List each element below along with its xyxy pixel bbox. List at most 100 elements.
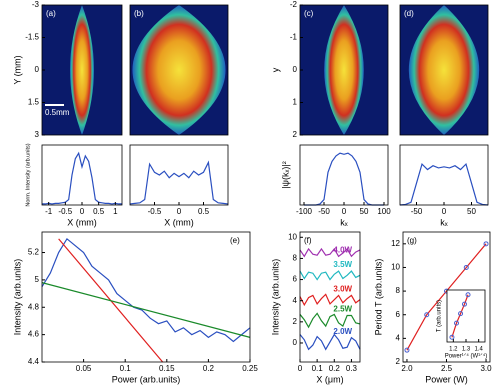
data-point — [458, 311, 464, 317]
panel-label: (b) — [134, 9, 144, 18]
y-tick-label: 0 — [35, 65, 40, 74]
x-tick-label: 0.5 — [198, 207, 210, 216]
data-point — [454, 320, 459, 326]
y-axis-label: y — [270, 67, 280, 72]
y-tick-label: -3 — [32, 0, 40, 9]
y-tick-label: 2 — [396, 357, 401, 366]
y-axis-label: Intensity (arb.units) — [270, 259, 280, 336]
y-axis-label: T (arb.units) — [437, 300, 443, 332]
y-tick-label: 4.4 — [28, 357, 40, 366]
x-tick-label: 0.2 — [329, 364, 341, 373]
x-tick-label: 0.25 — [242, 364, 258, 373]
data-line — [406, 243, 487, 351]
frame — [41, 231, 251, 363]
y-tick-label: -2 — [290, 0, 298, 9]
panel-label: (f) — [304, 236, 312, 245]
data-line — [299, 247, 361, 258]
y-tick-label: 0 — [293, 65, 298, 74]
image-pattern — [324, 5, 364, 135]
x-tick-label: -100 — [296, 207, 313, 216]
y-tick-label: -1 — [290, 33, 298, 42]
data-line — [299, 293, 361, 307]
data-line — [41, 237, 251, 343]
data-point — [404, 347, 410, 353]
y-tick-label: 4.6 — [28, 330, 40, 339]
data-line — [42, 151, 122, 205]
y-tick-label: 1.5 — [28, 98, 40, 107]
x-axis-label: X (mm) — [67, 217, 97, 227]
x-tick-label: 1.4 — [474, 347, 483, 353]
y-tick-label: 0 — [293, 338, 298, 347]
y-tick-label: 6 — [396, 310, 401, 319]
data-line — [299, 270, 361, 281]
x-tick-label: -50 — [411, 207, 423, 216]
data-point — [463, 264, 469, 270]
data-line — [304, 152, 384, 206]
x-tick-label: 0.15 — [159, 364, 175, 373]
series-label: 2.5W — [333, 305, 352, 314]
panel-label: (c) — [304, 9, 314, 18]
y-tick-label: 1 — [293, 98, 298, 107]
x-tick-label: 2.5 — [441, 364, 453, 373]
panel-label: (e) — [230, 236, 240, 245]
series-label: 2.0W — [333, 327, 352, 336]
x-tick-label: -0.5 — [148, 207, 162, 216]
x-tick-label: 1 — [113, 207, 118, 216]
x-tick-label: 0.1 — [312, 364, 324, 373]
series-label: 3.5W — [333, 260, 352, 269]
frame — [399, 4, 489, 136]
x-tick-label: 0 — [442, 207, 447, 216]
x-tick-label: 0 — [298, 364, 303, 373]
series-label: 4.0W — [333, 245, 352, 254]
y-axis-label: Intensity (arb.units) — [12, 259, 22, 336]
panel-label: (d) — [404, 9, 414, 18]
x-tick-label: 0 — [177, 207, 182, 216]
x-axis-label: X (μm) — [316, 374, 343, 384]
image-pattern — [408, 5, 480, 135]
y-tick-label: 2 — [293, 317, 298, 326]
data-line — [129, 160, 229, 205]
x-axis-label: X (mm) — [164, 217, 194, 227]
y-axis-label: Y (mm) — [12, 55, 22, 84]
x-tick-label: 100 — [377, 207, 391, 216]
panel-label: (g) — [407, 236, 417, 245]
data-line — [399, 162, 489, 206]
x-tick-label: 0.05 — [76, 364, 92, 373]
y-tick-label: 3 — [35, 130, 40, 139]
x-tick-label: 50 — [467, 207, 476, 216]
data-line — [41, 282, 251, 338]
x-tick-label: 2.0 — [401, 364, 413, 373]
data-line — [299, 312, 361, 329]
y-tick-label: 8 — [396, 286, 401, 295]
y-tick-label: 5.2 — [28, 248, 40, 257]
x-tick-label: -0.5 — [58, 207, 72, 216]
y-tick-label: 5 — [35, 275, 40, 284]
y-tick-label: 8 — [293, 254, 298, 263]
y-tick-label: 4 — [396, 333, 401, 342]
y-tick-label: 6 — [293, 275, 298, 284]
y-axis-label: Period T (arb.units) — [373, 259, 383, 336]
x-tick-label: 0 — [80, 207, 85, 216]
data-point — [465, 292, 471, 298]
frame — [129, 4, 229, 136]
y-tick-label: 10 — [288, 232, 297, 241]
x-tick-label: 0.2 — [203, 364, 215, 373]
y-axis-label: Norm. Intensity (arb.units) — [25, 143, 31, 206]
y-tick-label: 4 — [293, 296, 298, 305]
y-tick-label: 2 — [293, 130, 298, 139]
x-tick-label: 3.0 — [480, 364, 492, 373]
y-tick-label: 12 — [391, 239, 400, 248]
y-tick-label: 10 — [391, 263, 400, 272]
x-tick-label: 50 — [360, 207, 369, 216]
y-tick-label: 4.8 — [28, 302, 40, 311]
x-tick-label: 0.5 — [93, 207, 105, 216]
scale-label: 0.5mm — [45, 108, 70, 117]
y-tick-label: -1.5 — [25, 33, 39, 42]
x-tick-label: 0 — [342, 207, 347, 216]
data-line — [451, 294, 469, 338]
y-axis-label: |ψ(kₓ)|² — [280, 161, 290, 189]
data-point — [461, 301, 467, 307]
panel-label: (a) — [46, 9, 56, 18]
